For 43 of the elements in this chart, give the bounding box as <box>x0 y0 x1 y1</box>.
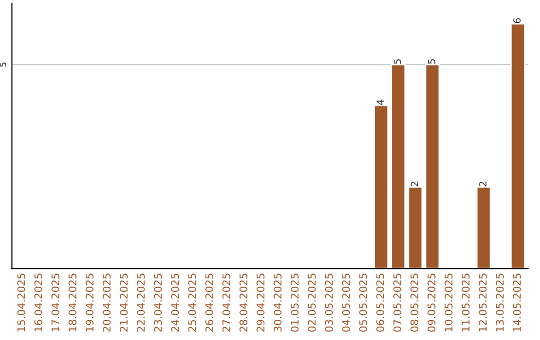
bar <box>476 186 492 269</box>
data-label: 6 <box>513 18 521 24</box>
x-tick-label: 04.05.2025 <box>342 274 350 332</box>
x-tick-label: 29.04.2025 <box>256 274 264 332</box>
bar <box>374 104 389 269</box>
x-tick-label: 26.04.2025 <box>205 274 214 332</box>
x-tick-label: 28.04.2025 <box>240 274 248 332</box>
x-tick-label: 15.04.2025 <box>17 274 26 332</box>
x-tick-label: 25.04.2025 <box>188 274 196 332</box>
x-tick-label: 02.05.2025 <box>308 274 316 332</box>
data-label: 2 <box>410 182 418 186</box>
x-tick-label: 05.05.2025 <box>359 274 368 332</box>
x-tick-label: 10.05.2025 <box>444 274 453 332</box>
data-label: 5 <box>394 59 402 64</box>
bar <box>510 23 526 269</box>
x-tick-label: 01.05.2025 <box>290 274 299 332</box>
x-tick-label: 03.05.2025 <box>324 274 333 332</box>
bar <box>408 186 423 269</box>
data-label: 5 <box>428 59 436 64</box>
x-tick-label: 13.05.2025 <box>496 274 504 332</box>
x-tick-label: 21.04.2025 <box>120 274 128 332</box>
x-tick-label: 16.04.2025 <box>34 274 42 332</box>
x-tick-label: 30.04.2025 <box>274 274 282 332</box>
x-tick-label: 08.05.2025 <box>410 274 418 332</box>
bar <box>424 64 440 269</box>
x-tick-label: 27.04.2025 <box>222 274 230 332</box>
data-label: 4 <box>376 100 384 105</box>
x-tick-label: 09.05.2025 <box>428 274 436 332</box>
x-tick-label: 23.04.2025 <box>154 274 162 332</box>
x-tick-label: 07.05.2025 <box>393 274 402 332</box>
x-tick-label: 11.05.2025 <box>462 274 470 332</box>
bar <box>390 64 406 269</box>
x-tick-label: 12.05.2025 <box>478 274 487 332</box>
x-tick-label: 18.04.2025 <box>68 274 76 332</box>
x-tick-label: 19.04.2025 <box>86 274 94 332</box>
x-tick-label: 20.04.2025 <box>102 274 111 332</box>
x-tick-label: 06.05.2025 <box>376 274 384 332</box>
x-tick-label: 24.04.2025 <box>171 274 180 332</box>
ref-line-label: 5 <box>0 62 6 67</box>
x-tick-label: 22.04.2025 <box>136 274 145 332</box>
data-label: 2 <box>479 182 486 186</box>
x-tick-label: 17.04.2025 <box>51 274 60 332</box>
x-tick-label: 14.05.2025 <box>513 274 521 332</box>
